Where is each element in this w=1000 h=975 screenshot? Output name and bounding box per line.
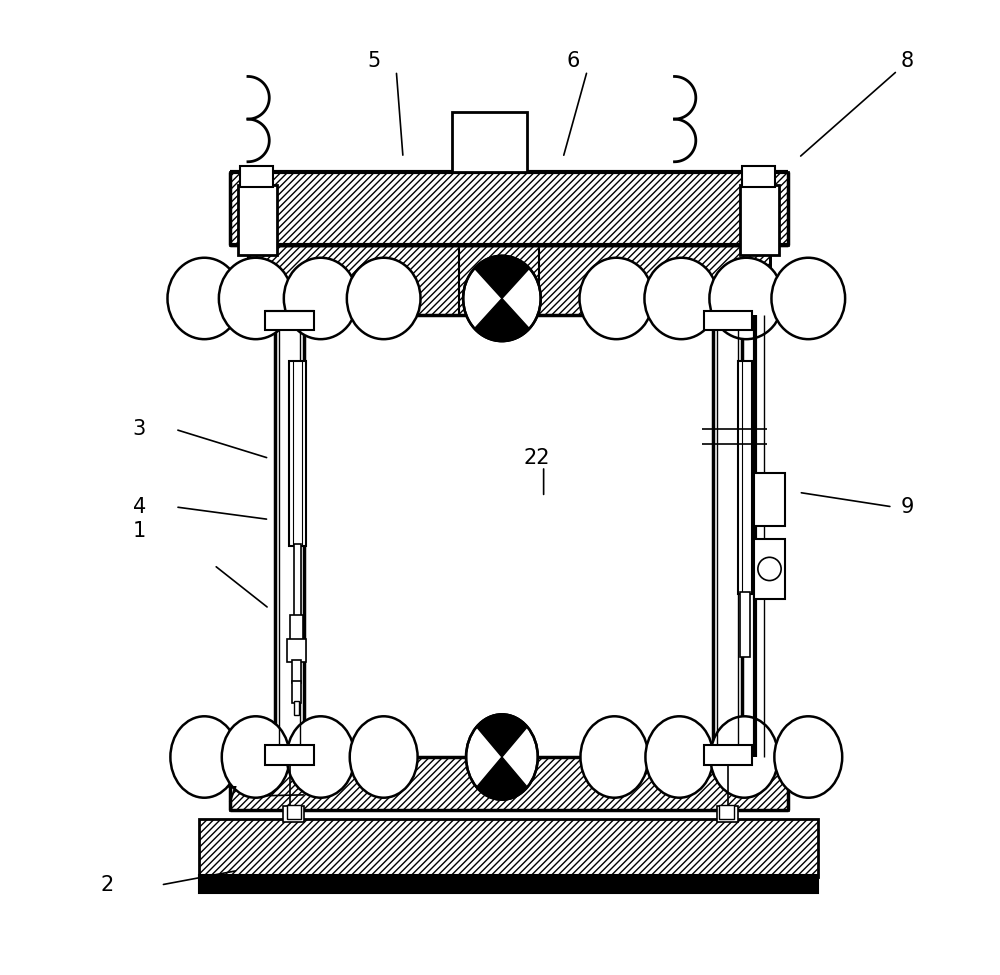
Ellipse shape [645, 717, 713, 798]
Bar [287, 639, 306, 662]
Bar [754, 473, 785, 526]
Bar [248, 245, 770, 315]
Ellipse shape [771, 257, 845, 339]
Ellipse shape [709, 257, 783, 339]
Text: 6: 6 [566, 51, 579, 71]
Ellipse shape [222, 717, 290, 798]
Bar [754, 539, 785, 599]
Bar [719, 805, 734, 819]
Ellipse shape [350, 717, 418, 798]
Bar [740, 592, 750, 657]
Ellipse shape [284, 257, 357, 339]
Text: 1: 1 [133, 521, 146, 541]
Bar [738, 362, 752, 594]
Bar [265, 311, 314, 331]
Ellipse shape [466, 715, 538, 799]
Text: 3: 3 [133, 419, 146, 440]
Circle shape [758, 558, 781, 580]
Bar [275, 315, 304, 757]
Ellipse shape [774, 717, 842, 798]
Bar [283, 806, 304, 822]
Text: 9: 9 [900, 497, 914, 517]
Ellipse shape [219, 257, 293, 339]
Text: 5: 5 [367, 51, 381, 71]
Ellipse shape [580, 717, 648, 798]
Bar [294, 701, 299, 716]
Bar [717, 806, 738, 822]
Polygon shape [475, 255, 529, 298]
Polygon shape [477, 757, 527, 800]
Polygon shape [477, 715, 527, 757]
Text: 22: 22 [524, 448, 550, 468]
Bar [704, 745, 752, 764]
Bar [289, 362, 306, 546]
Bar [230, 173, 788, 245]
Text: 7: 7 [224, 786, 237, 805]
Ellipse shape [710, 717, 778, 798]
Ellipse shape [347, 257, 421, 339]
Polygon shape [475, 298, 529, 341]
Bar [742, 166, 775, 187]
Bar [240, 166, 273, 187]
Ellipse shape [463, 255, 541, 341]
Text: 4: 4 [133, 497, 146, 517]
Bar [199, 819, 818, 878]
Bar [740, 185, 779, 254]
Bar [704, 311, 752, 331]
Ellipse shape [579, 257, 653, 339]
Bar [292, 660, 301, 683]
Bar [452, 112, 527, 173]
Bar [230, 757, 788, 810]
Ellipse shape [167, 257, 241, 339]
Bar [713, 315, 742, 757]
Bar [287, 805, 301, 819]
Ellipse shape [644, 257, 718, 339]
Bar [290, 615, 303, 641]
Text: 8: 8 [901, 51, 914, 71]
Bar [294, 544, 301, 618]
Bar [199, 876, 818, 893]
Ellipse shape [287, 717, 355, 798]
Bar [292, 682, 301, 703]
Bar [265, 745, 314, 764]
Ellipse shape [170, 717, 238, 798]
Text: 2: 2 [101, 875, 114, 895]
Bar [238, 185, 277, 254]
